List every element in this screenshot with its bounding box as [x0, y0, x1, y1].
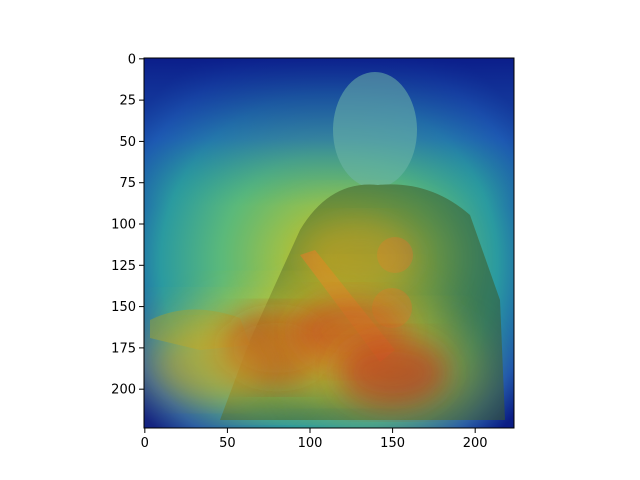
x-tick-label-200: 200 — [463, 436, 488, 451]
x-tick-label-150: 150 — [380, 436, 405, 451]
y-tick-label-25: 25 — [119, 94, 136, 109]
x-tick-label-100: 100 — [298, 436, 323, 451]
plot-area — [144, 58, 514, 428]
x-axis: 0 50 100 150 200 — [141, 428, 488, 451]
heatmap-hotspots — [144, 202, 488, 428]
plot-frame — [143, 57, 515, 429]
y-tick-label-0: 0 — [128, 52, 136, 67]
y-tick-label-200: 200 — [111, 383, 136, 398]
y-tick-label-100: 100 — [111, 218, 136, 233]
x-tick-label-0: 0 — [141, 436, 149, 451]
y-axis: 0 25 50 75 100 125 150 175 200 — [111, 52, 144, 398]
x-tick-label-50: 50 — [219, 436, 236, 451]
hotspot-4 — [304, 222, 415, 293]
y-tick-label-75: 75 — [119, 176, 136, 191]
y-tick-label-125: 125 — [111, 259, 136, 274]
portrait-head — [333, 72, 417, 188]
hotspot-3 — [155, 329, 266, 400]
y-tick-label-50: 50 — [119, 135, 136, 150]
hotspot-2 — [337, 337, 448, 408]
y-tick-label-150: 150 — [111, 300, 136, 315]
y-tick-label-175: 175 — [111, 341, 136, 356]
